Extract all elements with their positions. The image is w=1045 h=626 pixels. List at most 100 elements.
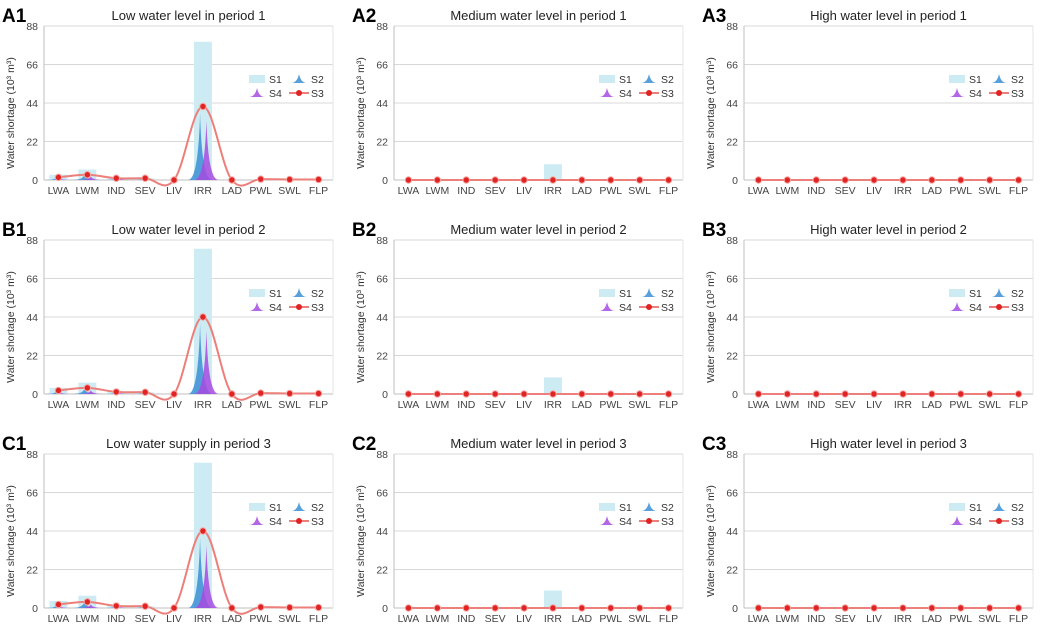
x-tick-label: IRR xyxy=(894,613,913,625)
x-tick-label: LAD xyxy=(572,185,593,197)
legend-label: S3 xyxy=(661,302,674,314)
legend-swatch-s1 xyxy=(949,75,965,83)
peak-s2 xyxy=(43,392,68,394)
peak-s4 xyxy=(194,545,219,608)
x-tick-label: LWM xyxy=(775,613,799,625)
chart-title: Medium water level in period 2 xyxy=(450,222,626,237)
legend: S1 S2 S4 S3 xyxy=(599,502,674,528)
y-tick-label: 0 xyxy=(32,389,38,401)
y-tick-label: 0 xyxy=(732,389,738,401)
x-tick-label: SEV xyxy=(835,613,856,625)
y-tick-label: 22 xyxy=(376,137,388,149)
legend-label: S4 xyxy=(619,516,632,528)
point-s3 xyxy=(928,176,936,184)
point-s3 xyxy=(870,390,878,398)
x-tick-label: SWL xyxy=(978,613,1001,625)
point-s3 xyxy=(754,604,763,612)
peak-s2 xyxy=(72,388,97,394)
point-s3 xyxy=(404,604,413,612)
legend-swatch-s2 xyxy=(991,502,1007,511)
y-axis-label: Water shortage (10³ m³) xyxy=(5,271,17,383)
peak-s2 xyxy=(43,606,68,608)
panel-label: B1 xyxy=(2,220,27,241)
y-axis-label: Water shortage (10³ m³) xyxy=(5,57,17,169)
x-tick-label: PWL xyxy=(599,399,622,411)
point-s3 xyxy=(170,604,178,612)
chart-title: High water level in period 1 xyxy=(810,8,967,23)
x-tick-label: LAD xyxy=(572,399,593,411)
peak-s4 xyxy=(49,607,75,608)
x-tick-label: SWL xyxy=(978,399,1001,411)
legend-label: S4 xyxy=(619,302,632,314)
y-tick-label: 22 xyxy=(726,137,738,149)
legend-label: S4 xyxy=(269,88,282,100)
point-s3 xyxy=(285,603,294,612)
point-s3 xyxy=(491,390,499,398)
x-tick-label: SEV xyxy=(135,613,156,625)
x-tick-label: PWL xyxy=(949,613,972,625)
x-tick-label: PWL xyxy=(949,185,972,197)
line-s3 xyxy=(58,315,319,401)
x-tick-label: IRR xyxy=(544,399,563,411)
point-s3 xyxy=(754,390,763,398)
point-s3 xyxy=(257,603,265,611)
x-tick-label: LWA xyxy=(48,399,70,411)
legend: S1 S2 S4 S3 xyxy=(599,74,674,100)
y-tick-label: 66 xyxy=(726,274,738,286)
legend-swatch-s2 xyxy=(991,74,1007,83)
y-tick-label: 22 xyxy=(376,351,388,363)
legend-marker-s3 xyxy=(296,304,302,310)
legend-label: S1 xyxy=(619,288,632,300)
legend-swatch-s4 xyxy=(599,516,615,525)
point-s3 xyxy=(314,603,323,612)
x-tick-label: IND xyxy=(807,613,826,625)
peak-s4 xyxy=(78,176,103,180)
legend-swatch-s4 xyxy=(599,88,615,97)
y-tick-label: 22 xyxy=(726,351,738,363)
y-tick-label: 66 xyxy=(376,60,388,72)
point-s3 xyxy=(314,389,323,398)
point-s3 xyxy=(433,604,442,612)
x-tick-label: IND xyxy=(807,399,826,411)
point-s3 xyxy=(285,175,294,184)
x-tick-label: FLP xyxy=(309,613,328,625)
y-tick-label: 88 xyxy=(376,449,388,461)
peak-s2 xyxy=(72,601,97,608)
legend-swatch-s1 xyxy=(949,289,965,297)
legend: S1 S2 S4 S3 xyxy=(249,74,324,100)
y-tick-label: 0 xyxy=(32,603,38,615)
y-tick-label: 44 xyxy=(26,526,38,538)
point-s3 xyxy=(170,176,178,184)
legend-label: S1 xyxy=(969,288,982,300)
point-s3 xyxy=(812,176,820,184)
x-tick-label: LWA xyxy=(48,185,70,197)
x-tick-label: LAD xyxy=(222,185,243,197)
point-s3 xyxy=(141,388,149,396)
x-tick-label: PWL xyxy=(249,613,272,625)
point-s3 xyxy=(433,390,442,398)
point-s3 xyxy=(754,176,763,184)
y-tick-label: 44 xyxy=(26,312,38,324)
y-tick-label: 22 xyxy=(26,137,38,149)
x-tick-label: LWM xyxy=(425,185,449,197)
legend-swatch-s2 xyxy=(641,502,657,511)
x-tick-label: IND xyxy=(457,399,476,411)
line-s3 xyxy=(58,105,319,187)
point-s3 xyxy=(870,176,878,184)
x-tick-label: IND xyxy=(107,613,126,625)
legend-label: S3 xyxy=(311,302,324,314)
x-tick-label: PWL xyxy=(599,185,622,197)
chart-title: Medium water level in period 1 xyxy=(450,8,626,23)
legend-swatch-s2 xyxy=(291,74,307,83)
point-s3 xyxy=(83,384,92,392)
x-tick-label: IND xyxy=(457,613,476,625)
point-s3 xyxy=(928,604,936,612)
y-tick-label: 22 xyxy=(26,565,38,577)
legend-label: S3 xyxy=(1011,88,1024,100)
point-s3 xyxy=(433,176,442,184)
legend-swatch-s2 xyxy=(291,502,307,511)
chart-title: Medium water level in period 3 xyxy=(450,436,626,451)
point-s3 xyxy=(83,598,92,606)
point-s3 xyxy=(491,176,499,184)
